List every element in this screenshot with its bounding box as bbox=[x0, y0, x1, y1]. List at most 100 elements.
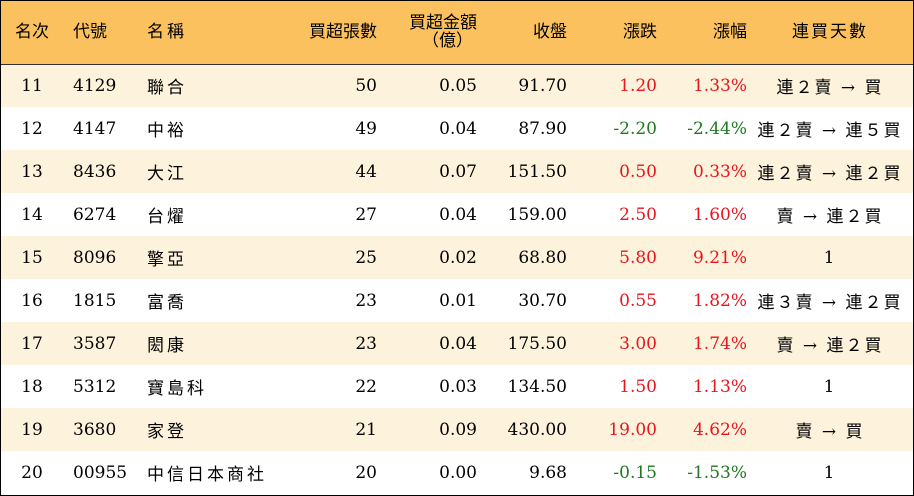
cell-streak: 1 bbox=[823, 376, 837, 397]
cell-rank: 18 bbox=[21, 376, 43, 397]
cell-name: 中裕 bbox=[147, 121, 187, 141]
header-code: 代號 bbox=[73, 22, 107, 43]
cell-code: 3587 bbox=[73, 333, 117, 354]
cell-rank: 19 bbox=[21, 419, 43, 440]
cell-change-pct: 1.13% bbox=[692, 376, 747, 397]
cell-code: 8096 bbox=[73, 247, 117, 268]
cell-net-volume: 25 bbox=[355, 247, 377, 268]
cell-code: 4129 bbox=[73, 75, 117, 96]
cell-change-pct: 1.60% bbox=[692, 204, 747, 225]
cell-change-pct: 4.62% bbox=[692, 419, 747, 440]
cell-close: 151.50 bbox=[507, 161, 567, 182]
cell-close: 68.80 bbox=[518, 247, 567, 268]
cell-close: 159.00 bbox=[507, 204, 567, 225]
table-row: 14 6274 台燿 27 0.04 159.00 2.50 1.60% 賣 → 連２買 bbox=[1, 193, 913, 236]
table-row: 20 00955 中信日本商社 20 0.00 9.68 -0.15 -1.53% 1 bbox=[1, 451, 913, 494]
cell-name: 台燿 bbox=[147, 207, 187, 227]
cell-code: 00955 bbox=[73, 462, 128, 483]
cell-change-pct: 1.33% bbox=[692, 75, 747, 96]
cell-change-pct: 9.21% bbox=[692, 247, 747, 268]
header-net-volume: 買超張數 bbox=[309, 22, 377, 43]
table-row: 12 4147 中裕 49 0.04 87.90 -2.20 -2.44% 連２賣 → 連５買 bbox=[1, 107, 913, 150]
header-net-amount-line1: 買超金額 bbox=[409, 13, 477, 34]
cell-name: 寶島科 bbox=[147, 379, 207, 399]
cell-code: 3680 bbox=[73, 419, 117, 440]
cell-net-volume: 22 bbox=[355, 376, 377, 397]
cell-code: 4147 bbox=[73, 118, 117, 139]
cell-net-amount: 0.01 bbox=[439, 290, 477, 311]
cell-change: 1.50 bbox=[619, 376, 657, 397]
cell-rank: 12 bbox=[21, 118, 43, 139]
cell-code: 5312 bbox=[73, 376, 117, 397]
header-net-amount: 買超金額 （億） bbox=[377, 1, 477, 64]
cell-net-volume: 50 bbox=[355, 75, 377, 96]
cell-close: 175.50 bbox=[507, 333, 567, 354]
cell-net-volume: 23 bbox=[355, 333, 377, 354]
cell-streak: 連２賣 → 買 bbox=[776, 78, 884, 99]
cell-name: 閎康 bbox=[147, 336, 187, 356]
cell-streak: 連２賣 → 連２買 bbox=[757, 164, 903, 184]
cell-code: 8436 bbox=[73, 161, 117, 182]
cell-net-volume: 20 bbox=[355, 462, 377, 483]
cell-change-pct: -2.44% bbox=[687, 118, 747, 139]
cell-close: 430.00 bbox=[507, 419, 567, 440]
cell-streak: 賣 → 連２買 bbox=[776, 336, 884, 356]
cell-name: 家登 bbox=[147, 422, 187, 442]
table-row: 18 5312 寶島科 22 0.03 134.50 1.50 1.13% 1 bbox=[1, 365, 913, 408]
table-row: 11 4129 聯合 50 0.05 91.70 1.20 1.33% 連２賣 → 買 bbox=[1, 64, 913, 107]
header-name: 名稱 bbox=[147, 22, 187, 43]
cell-rank: 15 bbox=[21, 247, 43, 268]
header-streak: 連買天數 bbox=[792, 22, 868, 43]
cell-net-amount: 0.04 bbox=[439, 204, 477, 225]
cell-net-amount: 0.00 bbox=[439, 462, 477, 483]
header-rank: 名次 bbox=[15, 22, 49, 43]
cell-name: 富喬 bbox=[147, 293, 187, 313]
header-change-pct: 漲幅 bbox=[713, 22, 747, 43]
cell-net-volume: 27 bbox=[355, 204, 377, 225]
cell-change-pct: 0.33% bbox=[692, 161, 747, 182]
table-header-row: 名次 代號 名稱 買超張數 買超金額 （億） 收盤 漲跌 漲幅 連買天數 bbox=[1, 1, 913, 64]
cell-net-amount: 0.02 bbox=[439, 247, 477, 268]
cell-net-amount: 0.04 bbox=[439, 118, 477, 139]
cell-rank: 13 bbox=[21, 161, 43, 182]
cell-net-amount: 0.07 bbox=[439, 161, 477, 182]
cell-net-volume: 23 bbox=[355, 290, 377, 311]
cell-change: 0.55 bbox=[619, 290, 657, 311]
cell-streak: 連２賣 → 連５買 bbox=[757, 121, 903, 141]
cell-code: 1815 bbox=[73, 290, 117, 311]
table-row: 16 1815 富喬 23 0.01 30.70 0.55 1.82% 連３賣 → 連２買 bbox=[1, 279, 913, 322]
cell-net-amount: 0.03 bbox=[439, 376, 477, 397]
cell-change: 5.80 bbox=[619, 247, 657, 268]
cell-name: 大江 bbox=[147, 164, 187, 184]
cell-close: 87.90 bbox=[518, 118, 567, 139]
cell-change: 3.00 bbox=[619, 333, 657, 354]
cell-name: 聯合 bbox=[147, 78, 187, 99]
cell-streak: 賣 → 買 bbox=[795, 422, 865, 442]
cell-name: 中信日本商社 bbox=[147, 465, 267, 485]
cell-rank: 14 bbox=[21, 204, 43, 225]
cell-rank: 11 bbox=[21, 75, 43, 96]
cell-net-volume: 44 bbox=[355, 161, 377, 182]
cell-streak: 1 bbox=[823, 247, 837, 268]
header-close: 收盤 bbox=[533, 22, 567, 43]
cell-change: 0.50 bbox=[619, 161, 657, 182]
cell-net-amount: 0.05 bbox=[439, 75, 477, 96]
cell-rank: 20 bbox=[21, 462, 43, 483]
cell-streak: 賣 → 連２買 bbox=[776, 207, 884, 227]
header-net-amount-line2: （億） bbox=[422, 31, 473, 52]
cell-rank: 17 bbox=[21, 333, 43, 354]
table-row: 17 3587 閎康 23 0.04 175.50 3.00 1.74% 賣 → 連２買 bbox=[1, 322, 913, 365]
cell-change: -2.20 bbox=[613, 118, 657, 139]
cell-net-amount: 0.09 bbox=[439, 419, 477, 440]
cell-close: 134.50 bbox=[507, 376, 567, 397]
cell-change-pct: 1.74% bbox=[692, 333, 747, 354]
cell-close: 91.70 bbox=[518, 75, 567, 96]
cell-change: 1.20 bbox=[619, 75, 657, 96]
table-row: 15 8096 擎亞 25 0.02 68.80 5.80 9.21% 1 bbox=[1, 236, 913, 279]
table-row: 13 8436 大江 44 0.07 151.50 0.50 0.33% 連２賣 → 連２買 bbox=[1, 150, 913, 193]
cell-name: 擎亞 bbox=[147, 250, 187, 270]
cell-change: 19.00 bbox=[608, 419, 657, 440]
table-row: 19 3680 家登 21 0.09 430.00 19.00 4.62% 賣 → 買 bbox=[1, 408, 913, 451]
cell-change: 2.50 bbox=[619, 204, 657, 225]
